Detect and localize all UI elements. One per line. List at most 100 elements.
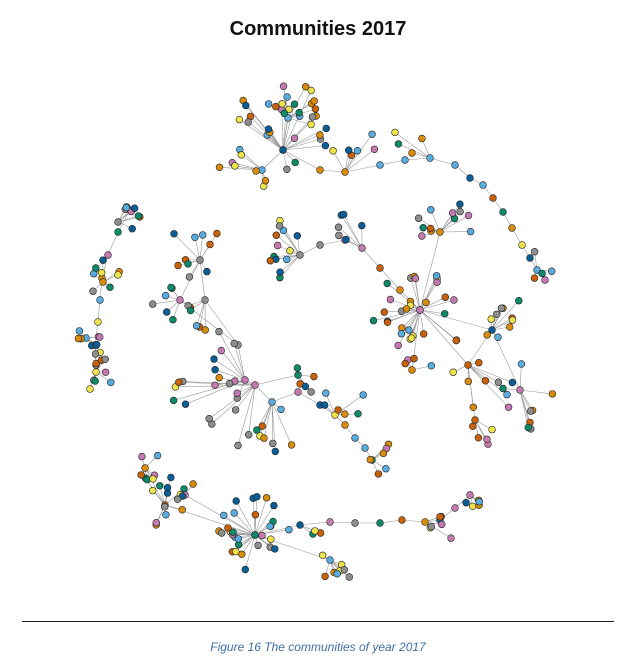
network-node <box>230 509 238 517</box>
network-node <box>211 381 219 389</box>
network-node <box>547 267 556 275</box>
network-edge <box>491 319 513 331</box>
network-node <box>290 134 299 142</box>
network-edge <box>282 149 321 171</box>
network-edge <box>282 104 295 151</box>
network-node <box>447 534 455 542</box>
network-edge <box>259 401 273 437</box>
network-node <box>354 410 362 418</box>
network-node <box>382 465 390 473</box>
network-edge <box>254 374 299 386</box>
network-edge <box>211 384 256 425</box>
network-node <box>466 174 474 182</box>
network-node <box>436 513 444 521</box>
network-node <box>420 330 428 338</box>
network-node <box>322 389 330 397</box>
network-node <box>307 86 315 95</box>
network-node <box>205 415 213 423</box>
network-node <box>276 268 284 276</box>
network-node <box>464 361 472 369</box>
network-node <box>295 108 303 117</box>
network-node <box>448 209 457 217</box>
network-node <box>358 221 366 230</box>
network-edge <box>361 247 381 269</box>
network-edge <box>519 389 553 395</box>
network-node <box>318 551 327 559</box>
network-node <box>283 255 291 264</box>
network-node <box>405 326 413 334</box>
network-edge <box>282 116 313 151</box>
network-node <box>394 140 403 148</box>
network-node <box>203 267 211 276</box>
network-edge <box>467 364 476 421</box>
network-edge <box>254 534 331 561</box>
network-node <box>469 403 477 411</box>
network-node <box>174 261 182 270</box>
network-node <box>436 228 444 236</box>
network-node <box>419 224 427 232</box>
network-node <box>411 274 420 283</box>
network-edge <box>271 391 299 403</box>
network-edge <box>221 350 246 381</box>
network-node <box>253 426 261 434</box>
network-node <box>450 296 458 304</box>
network-edge <box>233 343 246 381</box>
network-node <box>283 165 291 174</box>
network-node <box>426 224 435 233</box>
network-node <box>402 305 411 313</box>
network-node <box>215 327 223 336</box>
network-edge <box>519 389 531 412</box>
network-node <box>368 130 376 139</box>
network-node <box>220 511 228 520</box>
network-node <box>273 241 282 250</box>
network-node <box>251 511 260 519</box>
network-node <box>74 334 83 343</box>
network-node <box>185 273 194 281</box>
network-node <box>176 296 184 304</box>
network-node <box>296 521 304 529</box>
network-node <box>391 128 399 137</box>
network-node <box>359 391 367 399</box>
network-node <box>493 310 501 318</box>
network-node <box>114 228 122 236</box>
network-node <box>508 378 517 387</box>
network-node <box>374 470 383 478</box>
network-node <box>114 218 122 226</box>
network-node <box>138 452 146 461</box>
network-node <box>229 528 237 536</box>
network-edge <box>387 309 421 323</box>
network-node <box>270 501 278 510</box>
network-edge <box>429 157 456 166</box>
network-node <box>341 168 349 176</box>
network-node <box>294 388 302 396</box>
network-node <box>101 368 110 376</box>
network-edge <box>184 494 256 536</box>
network-node <box>92 340 101 349</box>
network-node <box>341 410 349 418</box>
network-node <box>487 315 495 323</box>
network-edge <box>379 519 403 524</box>
network-node <box>252 167 260 175</box>
network-node <box>294 371 302 379</box>
network-node <box>311 527 319 535</box>
network-node <box>369 316 378 325</box>
network-node <box>170 230 178 238</box>
network-node <box>488 425 496 434</box>
network-node <box>334 406 342 414</box>
network-node <box>366 455 374 464</box>
network-node <box>516 386 524 394</box>
network-edge <box>233 512 256 536</box>
network-node <box>326 556 334 564</box>
network-edge <box>144 467 166 506</box>
network-node <box>345 146 353 154</box>
network-node <box>122 203 131 212</box>
network-node <box>153 451 162 460</box>
network-node <box>329 147 337 155</box>
network-node <box>533 266 541 274</box>
network-edge <box>390 299 421 311</box>
network-node <box>441 310 449 318</box>
network-node <box>258 531 266 540</box>
network-node <box>449 368 457 376</box>
network-node <box>504 403 513 411</box>
network-node <box>418 134 426 143</box>
